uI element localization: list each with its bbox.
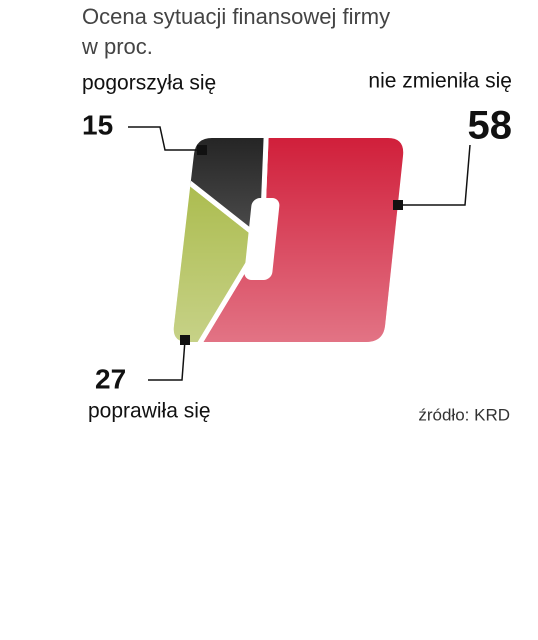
pie [173,138,404,342]
category-label: nie zmieniła się [368,70,512,93]
value-label: 27 [95,363,126,394]
category-label: poprawiła się [88,400,211,423]
shade [173,138,404,342]
source: źródło: KRD [418,405,510,424]
leaders [128,126,471,381]
chart-subtitle: w proc. [81,34,153,59]
value-label: 15 [82,109,113,140]
leader-markers [180,145,403,345]
category-label: pogorszyła się [82,72,216,95]
center-hole [244,198,280,280]
value-label: 58 [468,104,513,148]
chart-title: Ocena sytuacji finansowej firmy [82,4,390,29]
